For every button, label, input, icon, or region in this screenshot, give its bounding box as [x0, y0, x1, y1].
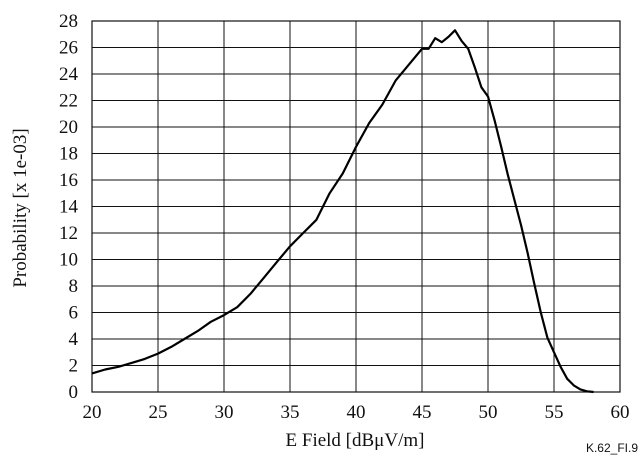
grid-lines: [91, 20, 621, 393]
y-tick-label: 20: [59, 117, 78, 138]
y-axis-label: Probability [x 1e-03]: [10, 128, 31, 287]
x-tick-label: 25: [149, 402, 168, 423]
y-tick-label: 0: [69, 382, 79, 403]
x-tick-label: 40: [347, 402, 366, 423]
y-tick-label: 8: [69, 276, 79, 297]
x-axis-label: E Field [dBμV/m]: [286, 430, 425, 451]
y-tick-label: 14: [59, 197, 79, 218]
y-tick-label: 12: [59, 223, 78, 244]
figure-id: K.62_FI.9: [586, 441, 638, 455]
x-tick-label: 50: [479, 402, 498, 423]
y-tick-label: 18: [59, 144, 78, 165]
y-tick-label: 24: [59, 64, 79, 85]
x-tick-label: 35: [281, 402, 300, 423]
y-tick-label: 6: [69, 303, 79, 324]
x-tick-label: 55: [545, 402, 564, 423]
x-tick-label: 30: [215, 402, 234, 423]
y-tick-label: 4: [69, 329, 79, 350]
plot-frame: [91, 20, 621, 393]
x-tick-label: 20: [83, 402, 102, 423]
y-tick-label: 2: [69, 356, 79, 377]
series-line: [91, 29, 594, 394]
y-tick-label: 10: [59, 250, 78, 271]
x-tick-label: 45: [413, 402, 432, 423]
y-tick-label: 16: [59, 170, 78, 191]
y-tick-label: 22: [59, 91, 78, 112]
x-tick-labels: 20 25 30 35 40 45 50 55 60: [83, 402, 630, 423]
y-tick-label: 28: [59, 11, 78, 32]
y-tick-label: 26: [59, 38, 78, 59]
x-tick-label: 60: [611, 402, 630, 423]
